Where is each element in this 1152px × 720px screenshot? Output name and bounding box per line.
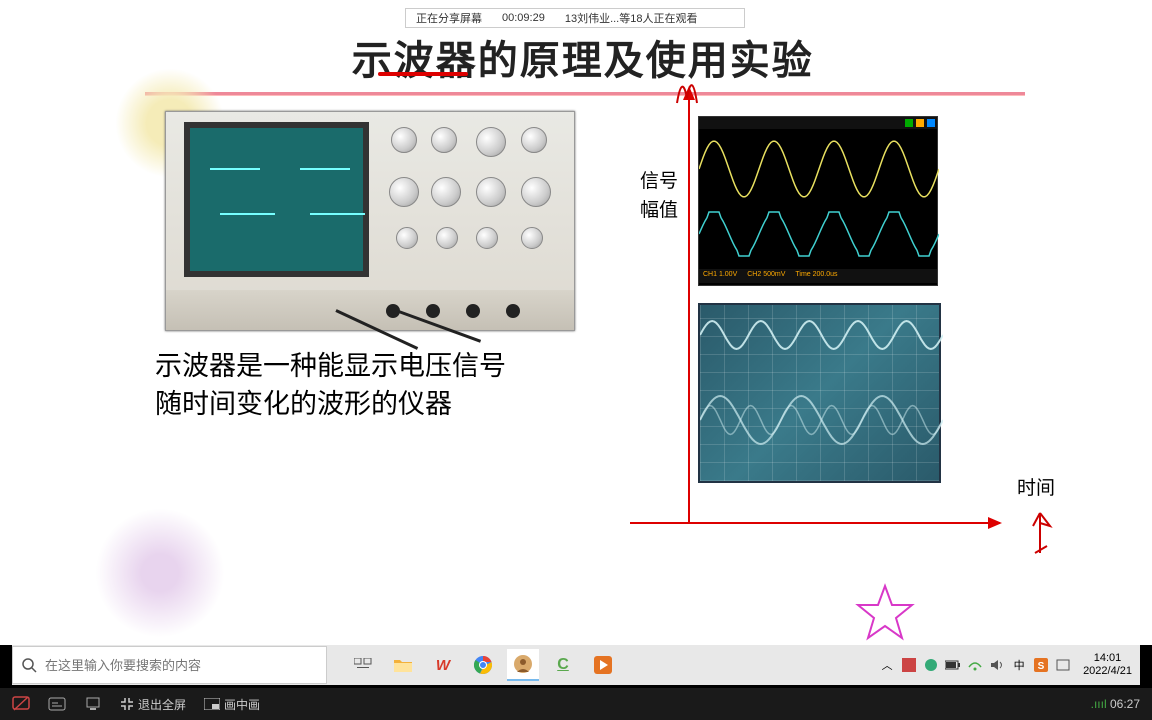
- wps-icon[interactable]: W: [427, 649, 459, 681]
- tray-chevron-icon[interactable]: ︿: [879, 657, 895, 673]
- scope-knob: [391, 127, 417, 153]
- title-underline: [378, 72, 468, 76]
- scope-trace: [300, 168, 350, 170]
- slide-background: 示波器的原理及使用实验: [0, 0, 1152, 645]
- x-axis: [630, 522, 1000, 524]
- scope-base: [166, 290, 574, 330]
- taskbar-clock[interactable]: 14:01 2022/4/21: [1083, 652, 1132, 678]
- scope-control-panel: [381, 122, 561, 277]
- annotation-scribble: [672, 68, 702, 108]
- scope-knob: [521, 227, 543, 249]
- scope-trace: [210, 168, 260, 170]
- scope-knob: [476, 127, 506, 157]
- scope-knob: [476, 177, 506, 207]
- share-viewers: 13刘伟业...等18人正在观看: [565, 10, 698, 26]
- readout: Time 200.0us: [795, 271, 837, 281]
- svg-text:S: S: [1038, 661, 1045, 672]
- tray-sogou-icon[interactable]: S: [1033, 657, 1049, 673]
- task-view-icon[interactable]: [347, 649, 379, 681]
- tray-app-icon[interactable]: [923, 657, 939, 673]
- scope-knob: [389, 177, 419, 207]
- search-icon: [21, 657, 37, 673]
- meeting-app-icon[interactable]: [507, 649, 539, 681]
- y-label-2: 幅值: [640, 197, 678, 226]
- scope-trace: [310, 213, 365, 215]
- taskbar-search[interactable]: [12, 646, 327, 684]
- annotation-scribble: [1025, 508, 1060, 558]
- analog-scope-screen: [698, 303, 941, 483]
- share-status: 正在分享屏幕: [416, 10, 482, 26]
- tray-battery-icon[interactable]: [945, 657, 961, 673]
- slide-content: 示波器的原理及使用实验: [135, 28, 1035, 638]
- title-row: 示波器的原理及使用实验: [135, 28, 1035, 86]
- tray-notification-icon[interactable]: [1055, 657, 1071, 673]
- y-axis-label: 信号 幅值: [640, 168, 678, 225]
- desc-line2: 随时间变化的波形的仪器: [155, 386, 506, 424]
- scope-trace: [220, 213, 275, 215]
- axes-diagram: 信号 幅值 时间 CH1 1.00V CH2 500mV Time 200.0u…: [630, 88, 1000, 528]
- scope-bnc: [506, 304, 520, 318]
- exit-fullscreen-icon: [120, 697, 134, 711]
- x-axis-label: 时间: [1017, 473, 1055, 500]
- subtitle-icon[interactable]: [48, 695, 66, 713]
- screen-share-bar[interactable]: 正在分享屏幕 00:09:29 13刘伟业...等18人正在观看: [405, 8, 745, 28]
- search-input[interactable]: [45, 658, 318, 673]
- readout: CH1 1.00V: [703, 271, 737, 281]
- media-player-icon[interactable]: [587, 649, 619, 681]
- digital-scope-topbar: [699, 117, 937, 129]
- scope-knob: [431, 127, 457, 153]
- scope-knob: [521, 127, 547, 153]
- digital-scope-waves: [699, 129, 937, 269]
- digital-scope-screen: CH1 1.00V CH2 500mV Time 200.0us: [698, 116, 938, 286]
- scope-knob: [396, 227, 418, 249]
- player-timestamp: .ıııl 06:27: [1091, 697, 1140, 711]
- timestamp-value: 06:27: [1110, 697, 1140, 711]
- decor-star: [855, 583, 915, 643]
- cast-icon[interactable]: [84, 695, 102, 713]
- taskbar-apps: W C: [347, 645, 619, 685]
- scope-knob: [521, 177, 551, 207]
- y-label-1: 信号: [640, 168, 678, 197]
- scope-knob: [431, 177, 461, 207]
- clock-time: 14:01: [1083, 652, 1132, 665]
- scope-bnc: [426, 304, 440, 318]
- tray-ime-icon[interactable]: 中: [1011, 657, 1027, 673]
- clock-date: 2022/4/21: [1083, 665, 1132, 678]
- decor-circle-purple: [95, 508, 225, 638]
- tray-wifi-icon[interactable]: [967, 657, 983, 673]
- exit-fullscreen-label: 退出全屏: [138, 696, 186, 713]
- oscilloscope-photo: [165, 111, 575, 331]
- desc-line1: 示波器是一种能显示电压信号: [155, 348, 506, 386]
- pip-button[interactable]: 画中画: [204, 696, 260, 713]
- pip-icon: [204, 698, 220, 710]
- pip-label: 画中画: [224, 696, 260, 713]
- digital-scope-readout: CH1 1.00V CH2 500mV Time 200.0us: [699, 269, 937, 283]
- tray-volume-icon[interactable]: [989, 657, 1005, 673]
- scope-knob: [436, 227, 458, 249]
- wechat-icon[interactable]: C: [547, 649, 579, 681]
- tray-security-icon[interactable]: [901, 657, 917, 673]
- scope-knob: [476, 227, 498, 249]
- slide-title: 示波器的原理及使用实验: [352, 38, 814, 83]
- chrome-icon[interactable]: [467, 649, 499, 681]
- scope-bnc: [466, 304, 480, 318]
- slide-description: 示波器是一种能显示电压信号 随时间变化的波形的仪器: [155, 348, 506, 424]
- video-player-bar: 退出全屏 画中画 .ıııl 06:27: [0, 688, 1152, 720]
- scope-crt-screen: [184, 122, 369, 277]
- windows-taskbar: W C ︿ 中 S 14:01 2022/4/21: [12, 645, 1140, 685]
- x-axis-arrow: [988, 517, 1002, 529]
- share-timer: 00:09:29: [502, 12, 545, 24]
- system-tray: ︿ 中 S 14:01 2022/4/21: [879, 652, 1140, 678]
- y-axis: [688, 88, 690, 523]
- file-explorer-icon[interactable]: [387, 649, 419, 681]
- readout: CH2 500mV: [747, 271, 785, 281]
- exit-fullscreen-button[interactable]: 退出全屏: [120, 696, 186, 713]
- danmaku-off-icon[interactable]: [12, 695, 30, 713]
